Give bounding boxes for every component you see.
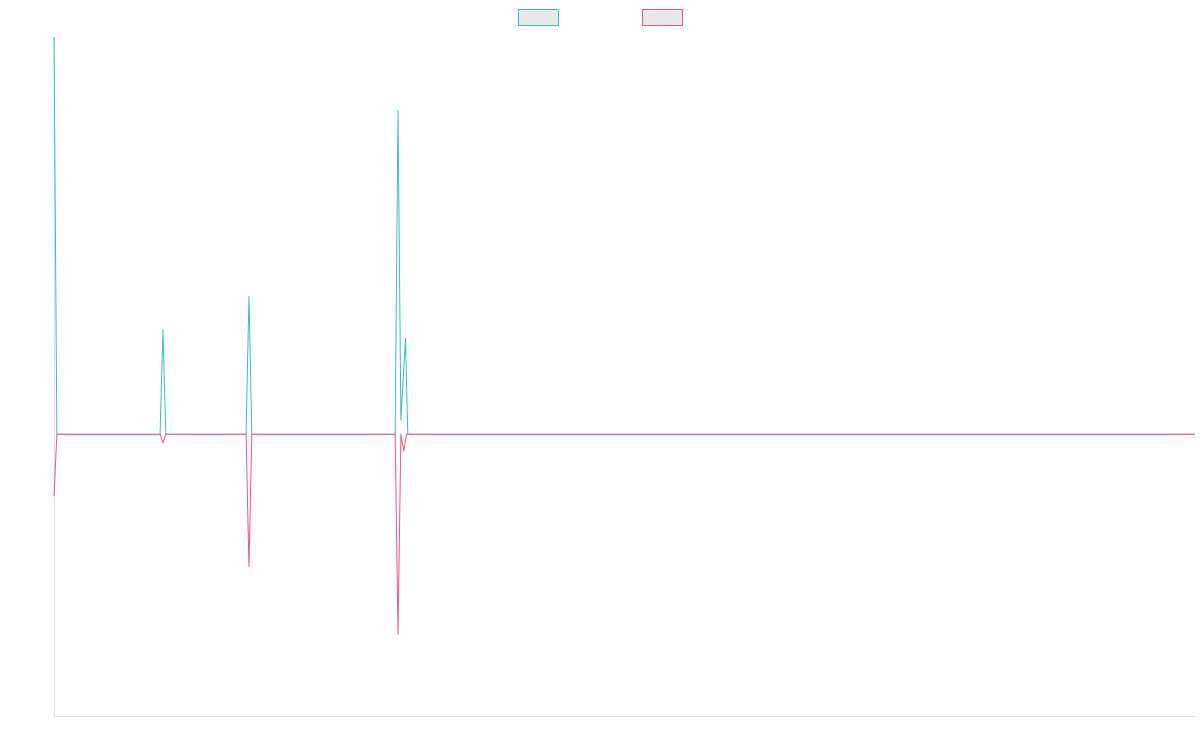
series-line-1 (53, 36, 1195, 435)
series-line-2 (53, 433, 1195, 635)
legend-swatch-2[interactable] (642, 9, 683, 26)
legend[interactable] (518, 9, 683, 26)
legend-item-1[interactable] (518, 9, 559, 26)
legend-swatch-1[interactable] (518, 9, 559, 26)
series-group (53, 36, 1195, 635)
axes (54, 37, 1195, 717)
legend-item-2[interactable] (642, 9, 683, 26)
